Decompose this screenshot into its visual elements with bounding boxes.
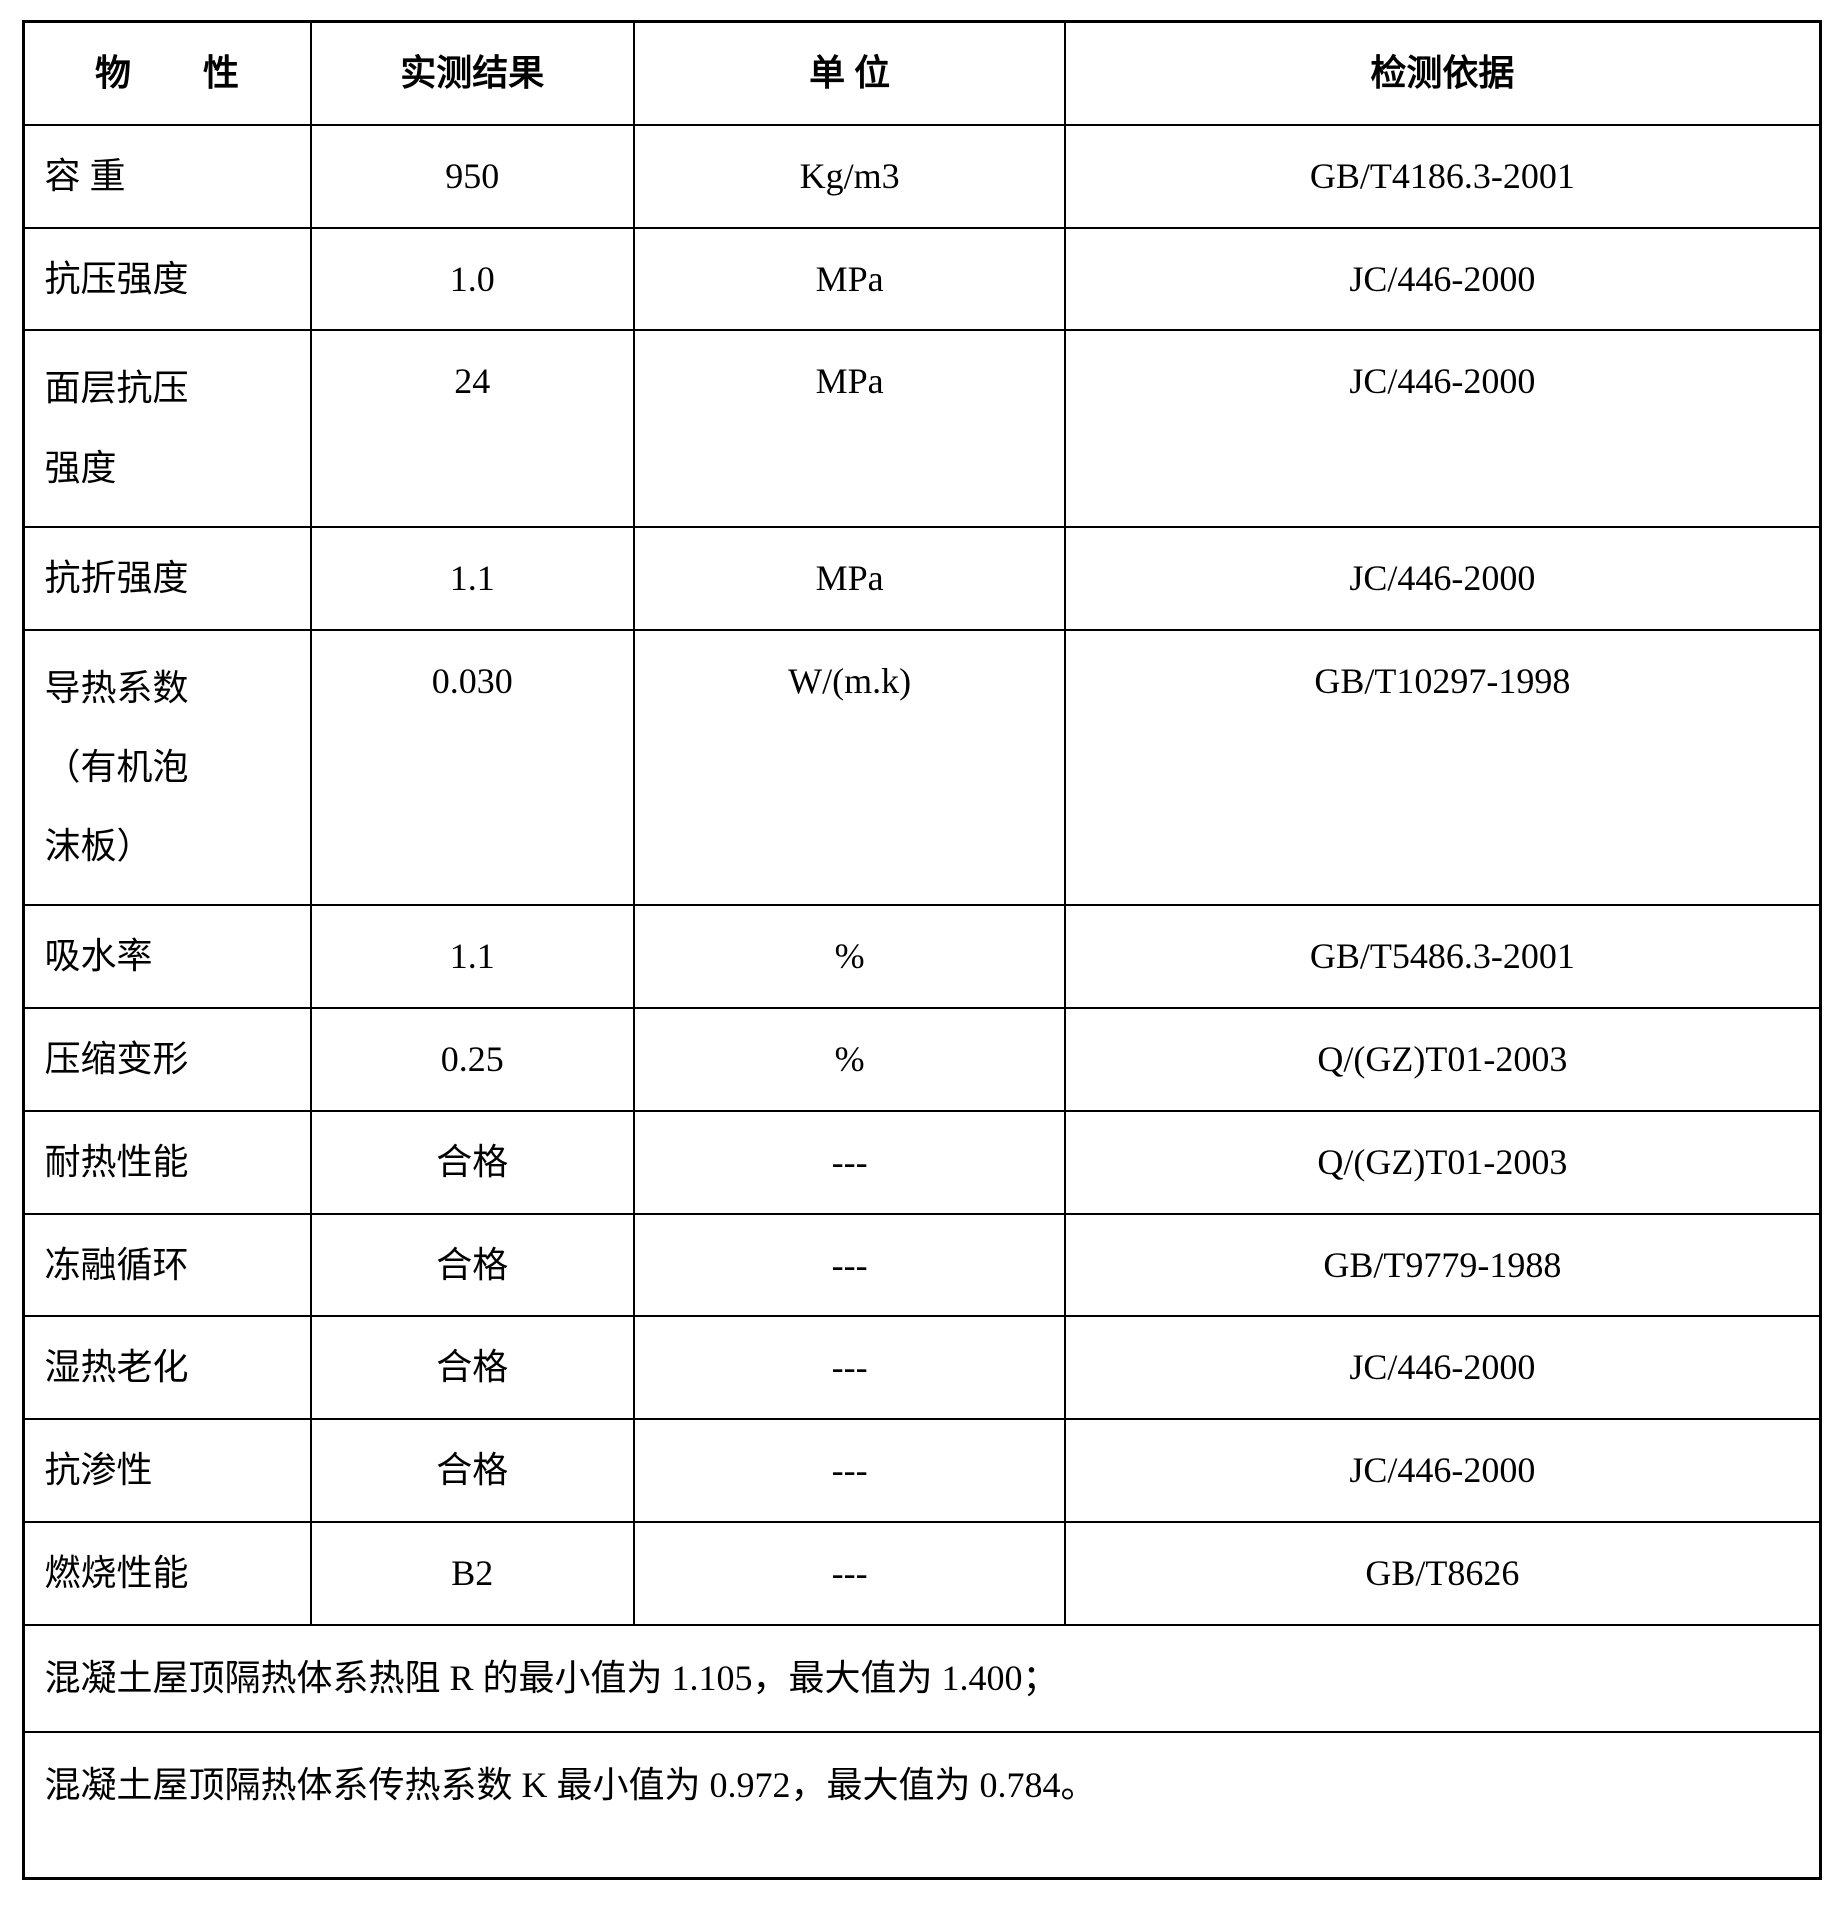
cell-property: 吸水率	[23, 905, 311, 1008]
cell-property: 湿热老化	[23, 1316, 311, 1419]
cell-basis: GB/T10297-1998	[1065, 630, 1820, 906]
cell-unit: ---	[634, 1316, 1065, 1419]
cell-result: 0.25	[311, 1008, 634, 1111]
cell-result: 24	[311, 330, 634, 526]
cell-result: 950	[311, 125, 634, 228]
cell-property: 耐热性能	[23, 1111, 311, 1214]
table-row: 湿热老化 合格 --- JC/446-2000	[23, 1316, 1820, 1419]
table-row: 抗渗性 合格 --- JC/446-2000	[23, 1419, 1820, 1522]
cell-unit: ---	[634, 1214, 1065, 1317]
cell-result: 1.1	[311, 905, 634, 1008]
cell-basis: Q/(GZ)T01-2003	[1065, 1008, 1820, 1111]
footer-note-1: 混凝土屋顶隔热体系热阻 R 的最小值为 1.105，最大值为 1.400；	[23, 1625, 1820, 1732]
cell-basis: GB/T5486.3-2001	[1065, 905, 1820, 1008]
table-row: 吸水率 1.1 % GB/T5486.3-2001	[23, 905, 1820, 1008]
cell-basis: GB/T4186.3-2001	[1065, 125, 1820, 228]
cell-unit: %	[634, 1008, 1065, 1111]
header-basis: 检测依据	[1065, 22, 1820, 125]
cell-result: 合格	[311, 1214, 634, 1317]
footer-note-2: 混凝土屋顶隔热体系传热系数 K 最小值为 0.972，最大值为 0.784。	[23, 1732, 1820, 1879]
table-footer-row: 混凝土屋顶隔热体系热阻 R 的最小值为 1.105，最大值为 1.400；	[23, 1625, 1820, 1732]
cell-property: 压缩变形	[23, 1008, 311, 1111]
cell-property: 抗折强度	[23, 527, 311, 630]
table-row: 容 重 950 Kg/m3 GB/T4186.3-2001	[23, 125, 1820, 228]
table-row: 抗压强度 1.0 MPa JC/446-2000	[23, 228, 1820, 331]
cell-unit: W/(m.k)	[634, 630, 1065, 906]
table-header-row: 物 性 实测结果 单 位 检测依据	[23, 22, 1820, 125]
cell-property: 面层抗压强度	[23, 330, 311, 526]
table-footer-row: 混凝土屋顶隔热体系传热系数 K 最小值为 0.972，最大值为 0.784。	[23, 1732, 1820, 1879]
cell-unit: %	[634, 905, 1065, 1008]
properties-table: 物 性 实测结果 单 位 检测依据 容 重 950 Kg/m3 GB/T4186…	[22, 20, 1822, 1880]
cell-property: 冻融循环	[23, 1214, 311, 1317]
cell-property: 抗渗性	[23, 1419, 311, 1522]
cell-unit: Kg/m3	[634, 125, 1065, 228]
cell-property: 抗压强度	[23, 228, 311, 331]
header-property: 物 性	[23, 22, 311, 125]
cell-result: 1.0	[311, 228, 634, 331]
cell-result: 1.1	[311, 527, 634, 630]
cell-result: 合格	[311, 1419, 634, 1522]
cell-unit: MPa	[634, 330, 1065, 526]
cell-result: 合格	[311, 1316, 634, 1419]
cell-property: 燃烧性能	[23, 1522, 311, 1625]
cell-result: B2	[311, 1522, 634, 1625]
table-row: 导热系数（有机泡沫板） 0.030 W/(m.k) GB/T10297-1998	[23, 630, 1820, 906]
cell-result: 合格	[311, 1111, 634, 1214]
cell-basis: JC/446-2000	[1065, 1316, 1820, 1419]
cell-unit: MPa	[634, 527, 1065, 630]
properties-table-container: 物 性 实测结果 单 位 检测依据 容 重 950 Kg/m3 GB/T4186…	[22, 20, 1822, 1880]
table-row: 燃烧性能 B2 --- GB/T8626	[23, 1522, 1820, 1625]
table-body: 容 重 950 Kg/m3 GB/T4186.3-2001 抗压强度 1.0 M…	[23, 125, 1820, 1879]
cell-property: 导热系数（有机泡沫板）	[23, 630, 311, 906]
cell-basis: GB/T8626	[1065, 1522, 1820, 1625]
cell-basis: Q/(GZ)T01-2003	[1065, 1111, 1820, 1214]
header-result: 实测结果	[311, 22, 634, 125]
cell-unit: ---	[634, 1522, 1065, 1625]
table-row: 面层抗压强度 24 MPa JC/446-2000	[23, 330, 1820, 526]
cell-unit: ---	[634, 1419, 1065, 1522]
cell-basis: GB/T9779-1988	[1065, 1214, 1820, 1317]
table-row: 冻融循环 合格 --- GB/T9779-1988	[23, 1214, 1820, 1317]
header-unit: 单 位	[634, 22, 1065, 125]
cell-basis: JC/446-2000	[1065, 228, 1820, 331]
cell-basis: JC/446-2000	[1065, 1419, 1820, 1522]
cell-result: 0.030	[311, 630, 634, 906]
table-row: 耐热性能 合格 --- Q/(GZ)T01-2003	[23, 1111, 1820, 1214]
cell-unit: MPa	[634, 228, 1065, 331]
cell-basis: JC/446-2000	[1065, 527, 1820, 630]
table-row: 压缩变形 0.25 % Q/(GZ)T01-2003	[23, 1008, 1820, 1111]
cell-basis: JC/446-2000	[1065, 330, 1820, 526]
cell-unit: ---	[634, 1111, 1065, 1214]
table-row: 抗折强度 1.1 MPa JC/446-2000	[23, 527, 1820, 630]
cell-property: 容 重	[23, 125, 311, 228]
